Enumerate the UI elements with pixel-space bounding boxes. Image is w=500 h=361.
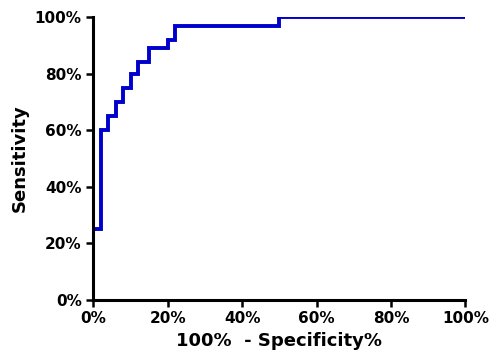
X-axis label: 100%  - Specificity%: 100% - Specificity% bbox=[176, 332, 382, 350]
Y-axis label: Sensitivity: Sensitivity bbox=[11, 104, 29, 212]
